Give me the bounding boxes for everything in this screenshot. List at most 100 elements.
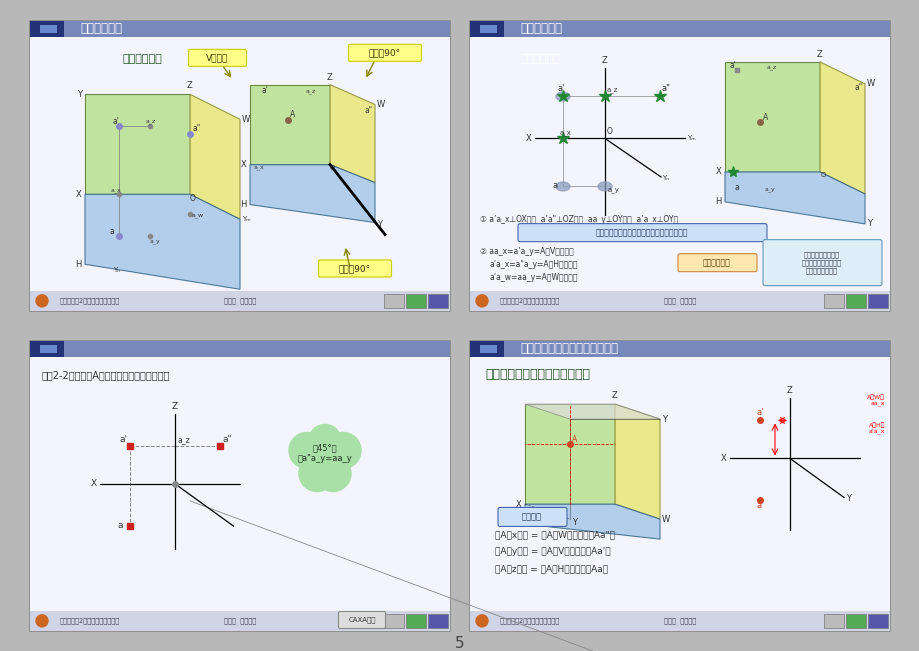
Text: a": a" bbox=[365, 105, 373, 115]
Text: A到W面
aa_x: A到W面 aa_x bbox=[867, 394, 884, 406]
Text: X: X bbox=[516, 499, 521, 508]
Text: A到H面
a'a_x: A到H面 a'a_x bbox=[868, 422, 884, 434]
Text: Yₙ: Yₙ bbox=[113, 268, 119, 273]
FancyBboxPatch shape bbox=[30, 21, 63, 37]
Text: a': a' bbox=[558, 85, 565, 94]
FancyBboxPatch shape bbox=[845, 294, 865, 308]
FancyBboxPatch shape bbox=[677, 254, 756, 271]
Polygon shape bbox=[250, 165, 375, 223]
Polygon shape bbox=[250, 85, 330, 165]
Text: Yₘ: Yₘ bbox=[242, 216, 250, 222]
Text: a: a bbox=[109, 227, 114, 236]
FancyBboxPatch shape bbox=[427, 614, 448, 628]
Text: a': a' bbox=[729, 61, 736, 70]
Text: O: O bbox=[607, 128, 612, 137]
Circle shape bbox=[36, 295, 48, 307]
FancyBboxPatch shape bbox=[30, 341, 449, 631]
Text: O: O bbox=[330, 165, 335, 171]
Text: a": a" bbox=[662, 85, 670, 94]
Text: W: W bbox=[242, 115, 250, 124]
Text: H: H bbox=[75, 260, 82, 269]
Text: 点A的x坐标 = 点A到W面的距离（Aa"）: 点A的x坐标 = 点A到W面的距离（Aa"） bbox=[494, 530, 614, 539]
Text: 机工高职多2）机械制图教学软件: 机工高职多2）机械制图教学软件 bbox=[60, 298, 120, 304]
Text: a: a bbox=[552, 182, 558, 191]
Text: a_y: a_y bbox=[765, 187, 775, 191]
Text: O: O bbox=[190, 194, 196, 203]
Circle shape bbox=[475, 295, 487, 307]
Text: H: H bbox=[241, 200, 246, 209]
Text: 5: 5 bbox=[455, 635, 464, 650]
Text: 向右转90°: 向右转90° bbox=[369, 48, 401, 57]
Polygon shape bbox=[190, 94, 240, 219]
Ellipse shape bbox=[555, 92, 570, 101]
Text: a': a' bbox=[112, 117, 119, 126]
Text: a_z: a_z bbox=[306, 89, 316, 94]
Text: a": a" bbox=[854, 83, 862, 92]
Text: a_y: a_y bbox=[607, 187, 619, 193]
Text: A: A bbox=[572, 435, 576, 444]
Text: Yₘ: Yₘ bbox=[686, 135, 695, 141]
Polygon shape bbox=[525, 404, 659, 419]
Circle shape bbox=[314, 456, 351, 492]
Text: Y: Y bbox=[662, 415, 666, 424]
Text: a_x: a_x bbox=[560, 130, 572, 136]
Text: 点的投影规律: 点的投影规律 bbox=[520, 23, 562, 35]
Circle shape bbox=[299, 456, 335, 492]
Text: 二、点的投影与直角坐标的关系: 二、点的投影与直角坐标的关系 bbox=[520, 342, 618, 355]
FancyBboxPatch shape bbox=[40, 25, 57, 33]
FancyBboxPatch shape bbox=[470, 611, 889, 631]
Text: 第二章  投影基础: 第二章 投影基础 bbox=[664, 618, 696, 624]
FancyBboxPatch shape bbox=[63, 21, 449, 37]
Text: 影距即点坐标: 影距即点坐标 bbox=[702, 258, 730, 267]
Polygon shape bbox=[614, 404, 659, 519]
Text: a’a_x=a"a_y=A到H面的距离: a’a_x=a"a_y=A到H面的距离 bbox=[490, 260, 578, 269]
Text: a_w: a_w bbox=[192, 213, 204, 218]
FancyBboxPatch shape bbox=[30, 611, 449, 631]
Ellipse shape bbox=[555, 182, 570, 191]
Text: V面不动: V面不动 bbox=[206, 53, 228, 62]
Polygon shape bbox=[525, 504, 659, 539]
Text: CAXA作图: CAXA作图 bbox=[348, 616, 375, 623]
Text: W: W bbox=[662, 515, 670, 523]
Text: X: X bbox=[241, 160, 246, 169]
Text: W: W bbox=[377, 100, 385, 109]
Text: a_z: a_z bbox=[146, 119, 156, 124]
Text: H: H bbox=[515, 519, 521, 529]
Text: 《例2-2》已知点A的两个投影，求作第三投影: 《例2-2》已知点A的两个投影，求作第三投影 bbox=[42, 370, 170, 380]
Polygon shape bbox=[724, 62, 819, 172]
FancyBboxPatch shape bbox=[383, 294, 403, 308]
FancyBboxPatch shape bbox=[867, 614, 887, 628]
Text: a: a bbox=[756, 501, 761, 510]
Circle shape bbox=[36, 615, 48, 627]
FancyBboxPatch shape bbox=[470, 341, 889, 631]
FancyBboxPatch shape bbox=[30, 357, 449, 611]
Text: ② aa_x=a’a_y=A到V面的距离: ② aa_x=a’a_y=A到V面的距离 bbox=[480, 247, 573, 256]
FancyBboxPatch shape bbox=[762, 240, 881, 286]
Polygon shape bbox=[85, 94, 190, 194]
Text: 第二章  投影基础: 第二章 投影基础 bbox=[223, 298, 255, 304]
Text: 第二章  投影基础: 第二章 投影基础 bbox=[664, 298, 696, 304]
Text: Z: Z bbox=[172, 402, 178, 411]
FancyBboxPatch shape bbox=[405, 294, 425, 308]
Text: a: a bbox=[118, 521, 123, 530]
FancyBboxPatch shape bbox=[348, 44, 421, 61]
Text: a": a" bbox=[192, 124, 200, 133]
FancyBboxPatch shape bbox=[40, 344, 57, 353]
Polygon shape bbox=[85, 194, 240, 289]
Polygon shape bbox=[819, 62, 864, 194]
Ellipse shape bbox=[597, 182, 611, 191]
Circle shape bbox=[475, 615, 487, 627]
Text: a’a_w=aa_y=A到W面的距离: a’a_w=aa_y=A到W面的距离 bbox=[490, 273, 578, 282]
FancyBboxPatch shape bbox=[427, 294, 448, 308]
FancyBboxPatch shape bbox=[497, 507, 566, 527]
Text: a_y: a_y bbox=[150, 239, 161, 244]
FancyBboxPatch shape bbox=[405, 614, 425, 628]
Circle shape bbox=[324, 432, 360, 469]
FancyBboxPatch shape bbox=[63, 341, 449, 357]
FancyBboxPatch shape bbox=[845, 614, 865, 628]
Text: 点的投影到投影轴的
距离，等于空间点到相
应的投影面的距离: 点的投影到投影轴的 距离，等于空间点到相 应的投影面的距离 bbox=[801, 252, 841, 273]
Text: 投影面的展开: 投影面的展开 bbox=[122, 53, 162, 64]
FancyBboxPatch shape bbox=[480, 344, 497, 353]
Text: 第二章  投影基础: 第二章 投影基础 bbox=[223, 618, 255, 624]
FancyBboxPatch shape bbox=[318, 260, 391, 277]
